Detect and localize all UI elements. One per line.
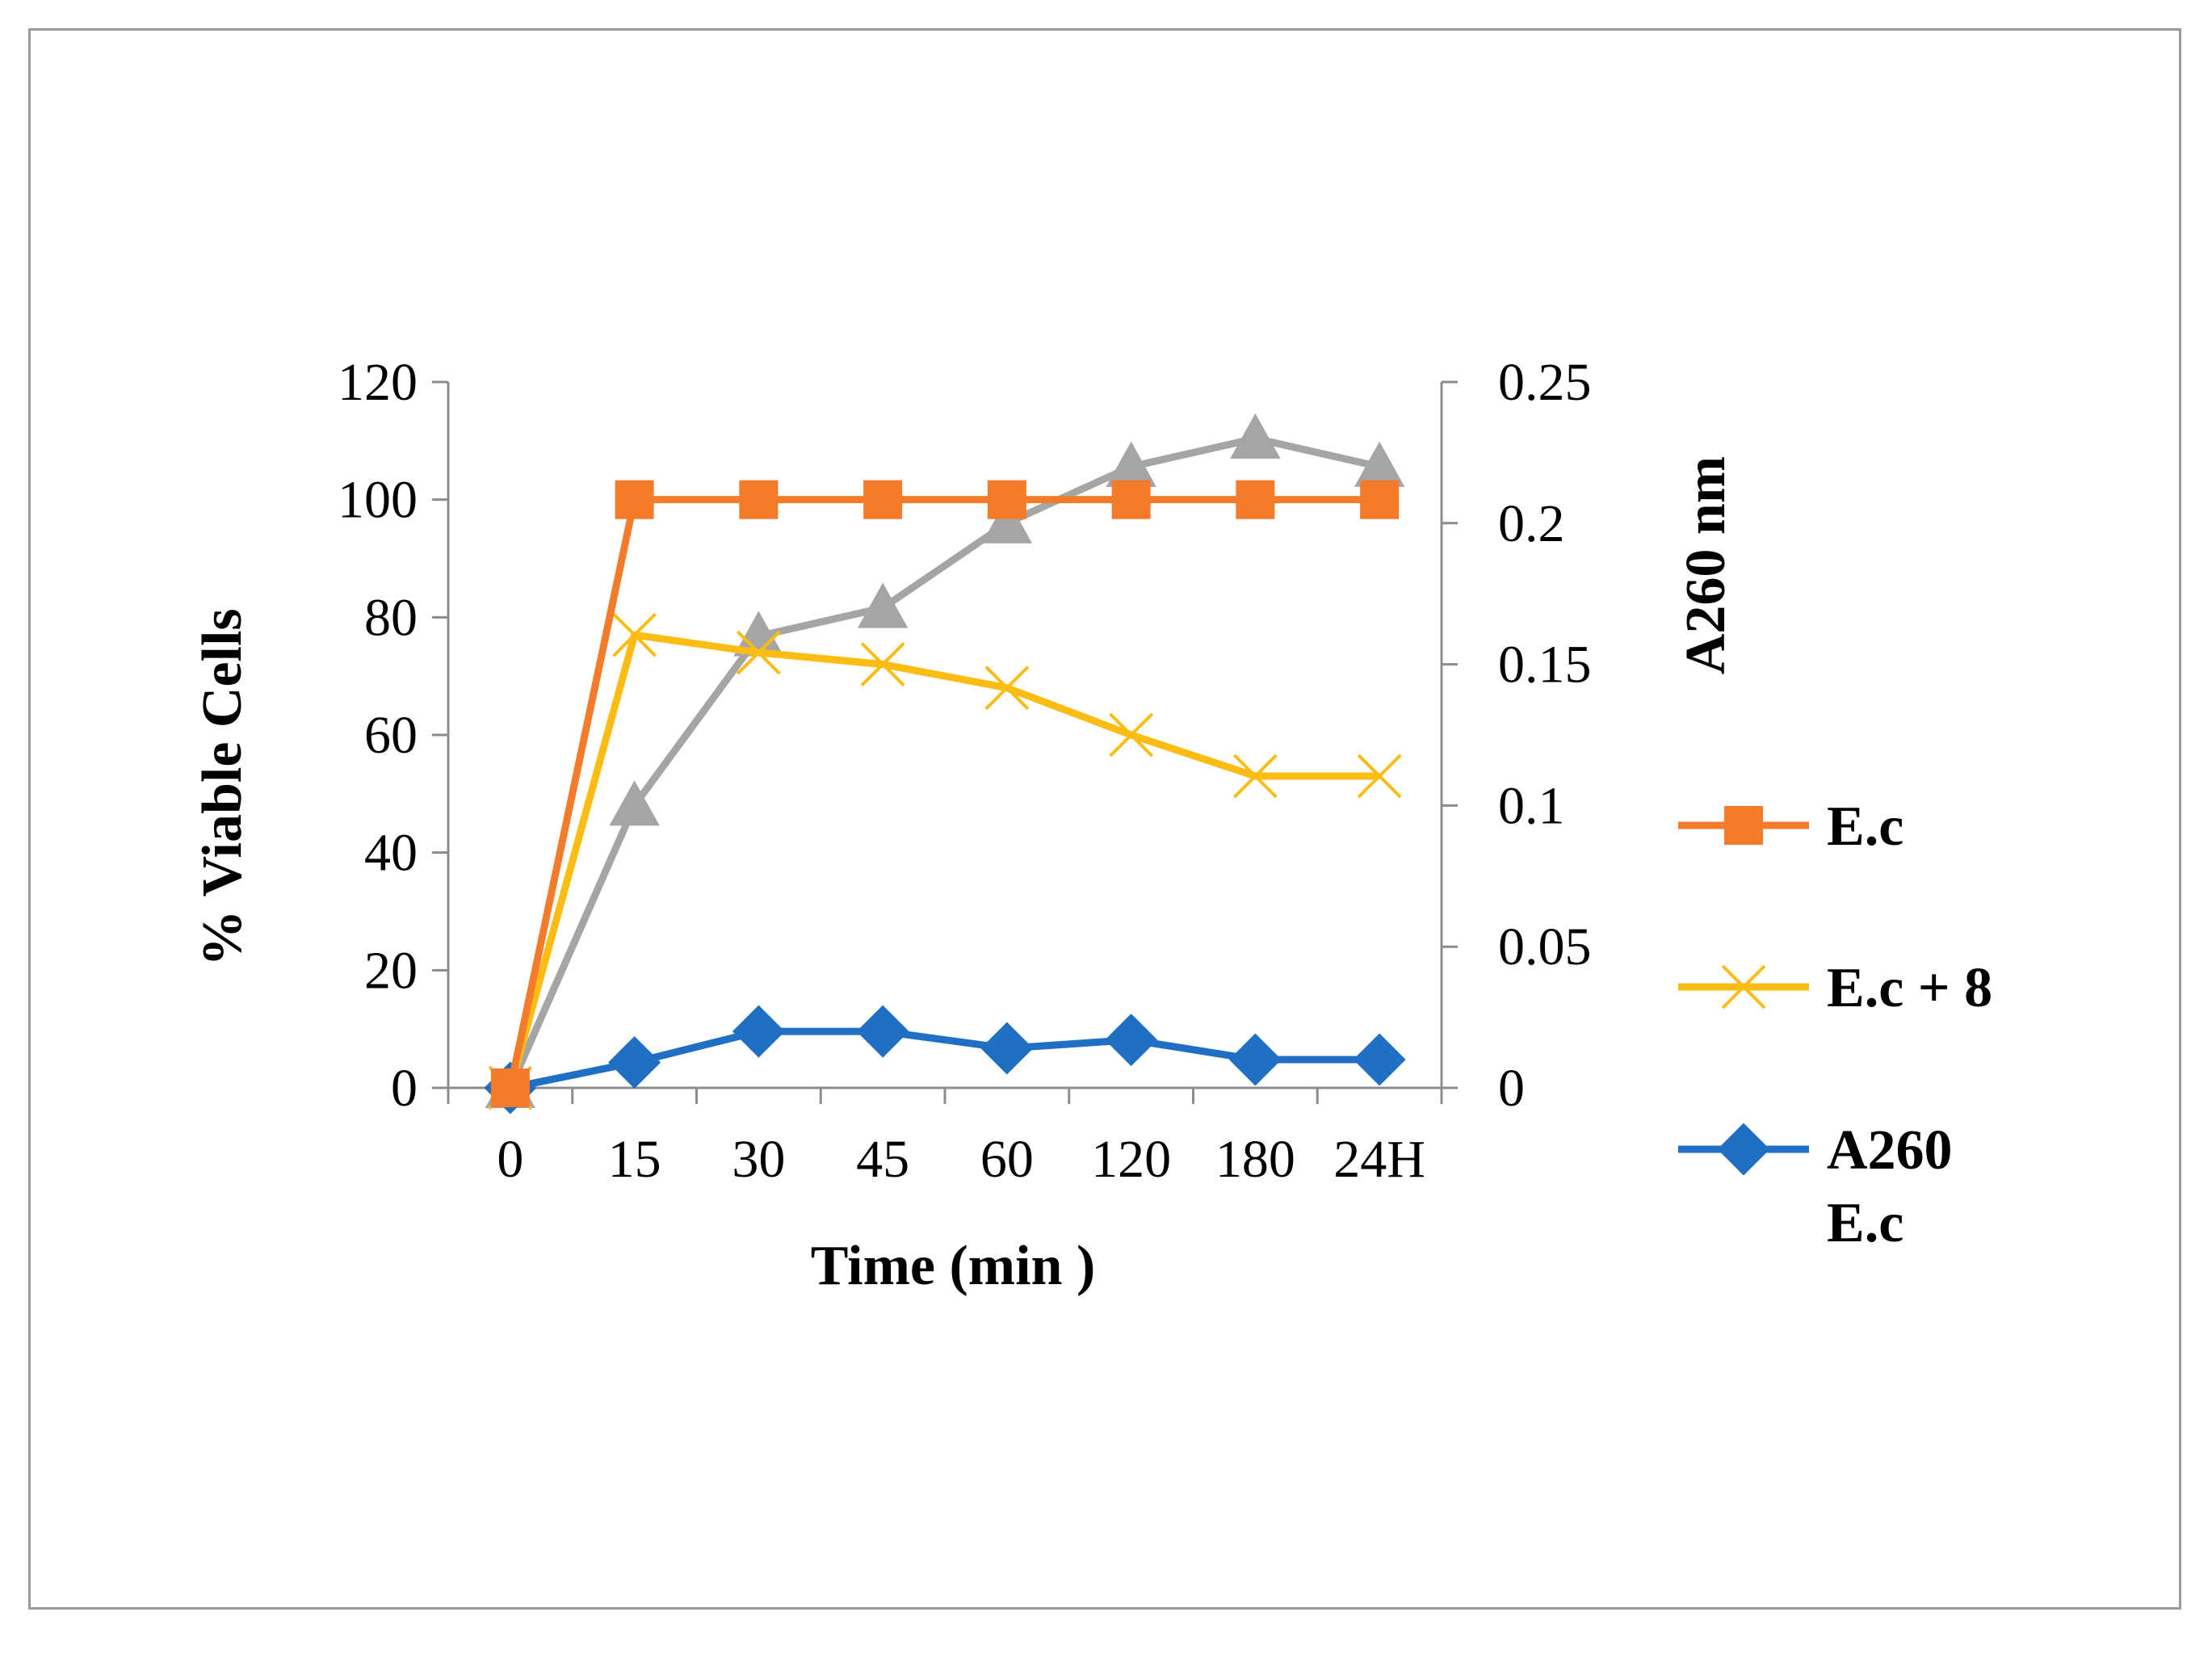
legend-swatch-marker [1717,1123,1770,1176]
legend-label: E.c + 8 [1827,957,1992,1019]
data-point [608,1036,661,1089]
legend-item: E.c [1678,796,1903,858]
y-tick-label: 100 [338,471,418,530]
data-point [1228,1033,1282,1086]
data-point [1232,754,1278,799]
chart-frame [28,28,2181,1610]
x-tick-label: 180 [1215,1130,1295,1189]
data-point [1357,754,1402,799]
data-point [1360,480,1400,519]
x-tick-label: 45 [856,1130,909,1189]
data-point [1230,413,1281,459]
y-tick-label: 0 [391,1059,418,1118]
data-point [1105,1014,1158,1067]
data-point [984,665,1030,711]
y2-axis-title: A260 nm [1675,456,1737,674]
y-tick-label: 80 [364,588,418,647]
data-point [863,480,903,519]
data-point [857,582,909,628]
y2-tick-label: 0.05 [1498,917,1592,976]
data-point [490,1068,530,1107]
data-point [736,630,781,675]
series-line [506,496,1380,1089]
data-point [856,1005,909,1058]
legend-swatch-marker [1724,806,1763,845]
y2-tick-label: 0.1 [1498,776,1565,835]
x-tick-label: 30 [732,1130,785,1189]
y-tick-label: 120 [338,353,418,412]
data-point [1111,480,1151,519]
data-point [980,1022,1034,1075]
series-line [506,434,1381,1089]
y2-tick-label: 0 [1498,1059,1525,1118]
legend-label: E.c [1827,1192,1903,1254]
y-tick-label: 20 [364,941,418,1000]
series-e-c-0 [490,480,1400,1107]
legend-item: A260 E.c [1678,1119,1953,1254]
y2-tick-label: 0.2 [1498,494,1565,553]
legend-label: A260 [1827,1119,1953,1182]
data-point [1353,1033,1406,1086]
series-line [506,631,1380,1089]
data-point [1106,441,1156,487]
data-point [612,612,657,657]
legend: E.c E.c + 8 A260 E.c [1678,796,1992,1254]
series-layer [484,413,1406,1115]
data-point [733,611,784,657]
data-point [615,480,654,519]
y-axis-title: % Viable Cells [191,608,254,966]
legend-swatch-marker [1721,964,1766,1010]
data-point [981,497,1033,544]
x-tick-label: 24H [1333,1130,1425,1189]
data-point [739,480,779,519]
legend-item: E.c + 8 [1678,957,1992,1019]
data-point [987,480,1026,519]
series-e-c-8-1 [488,612,1402,1110]
data-point [860,642,905,687]
data-point [732,1005,785,1058]
legend-label: E.c [1827,796,1903,858]
y-tick-label: 40 [364,824,418,883]
data-point [1236,480,1275,519]
y2-tick-label: 0.25 [1498,353,1592,412]
x-tick-label: 120 [1091,1130,1171,1189]
axes: 0 20 40 60 80 100 120 0 0.05 0.1 0.15 0.2 0.25 0 15 30 4… [338,353,1592,1189]
x-tick-label: 15 [608,1130,661,1189]
data-point [1354,441,1405,487]
y-tick-label: 60 [364,706,418,765]
data-point [1109,712,1154,758]
data-point [609,780,660,826]
x-tick-label: 0 [497,1130,523,1189]
x-axis-title: Time (min ) [811,1235,1096,1297]
y2-tick-label: 0.15 [1498,636,1592,695]
x-tick-label: 60 [980,1130,1034,1189]
